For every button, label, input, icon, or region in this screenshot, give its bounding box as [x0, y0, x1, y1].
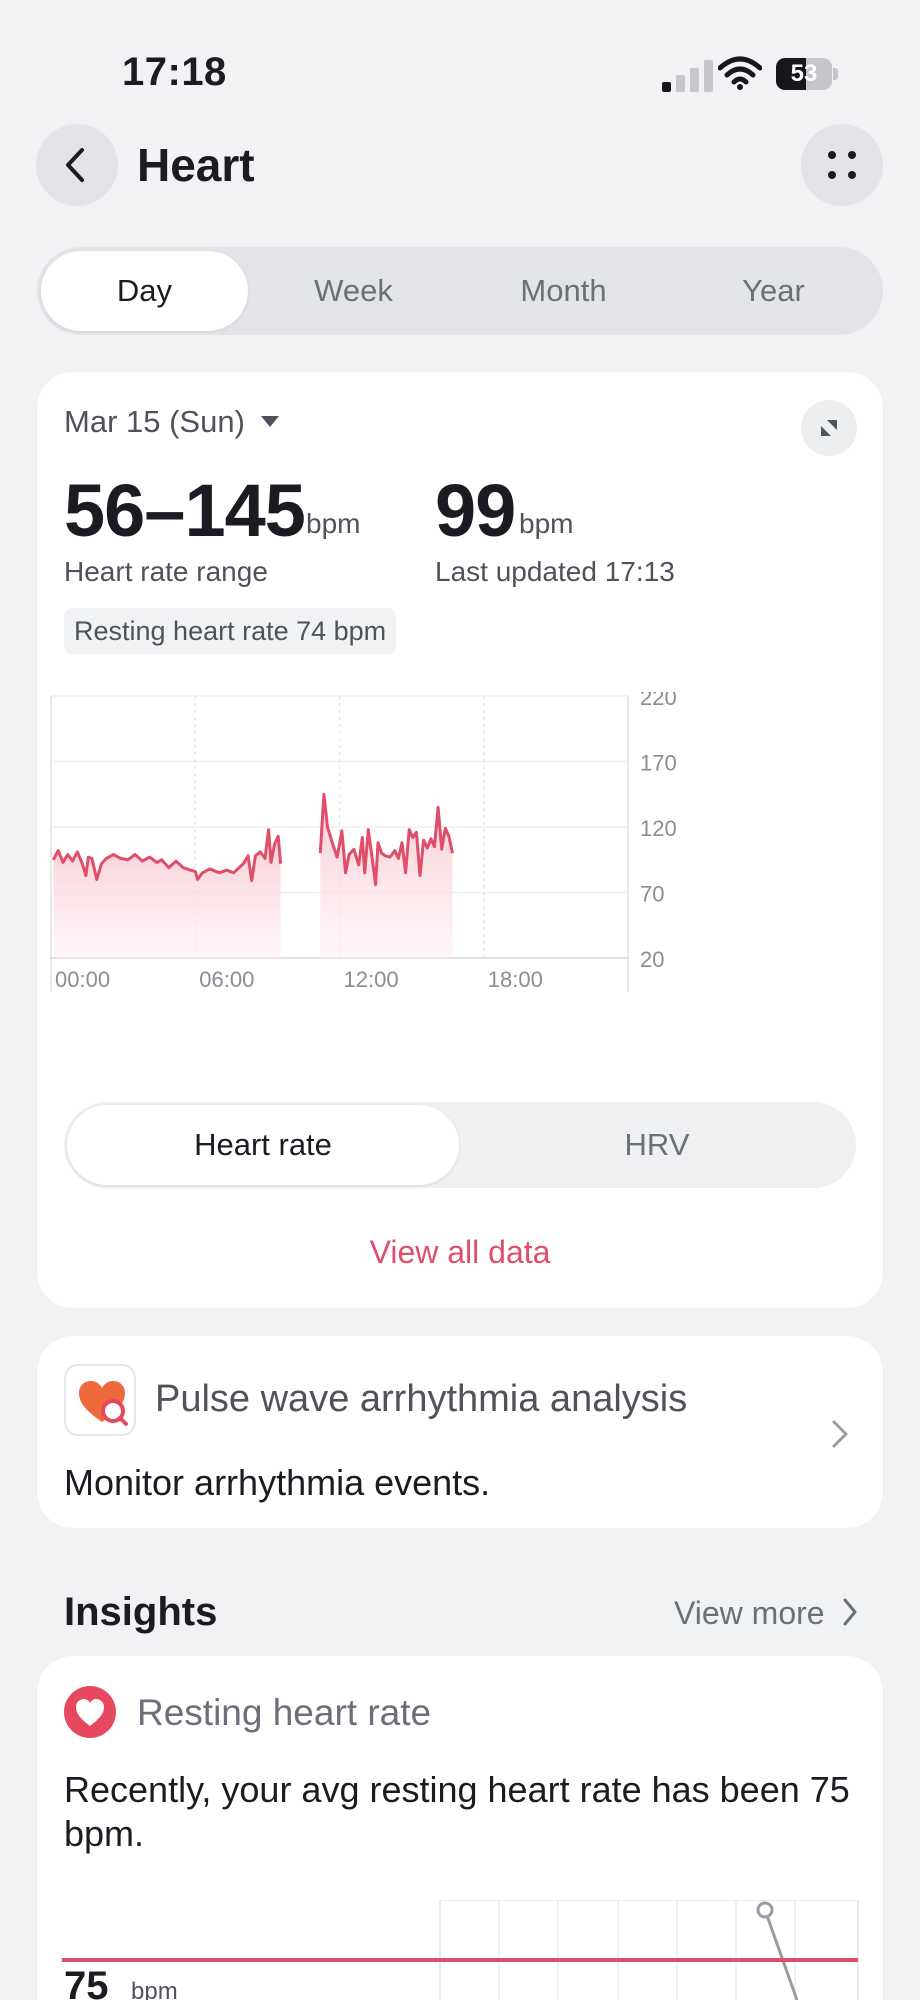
insight-title: Resting heart rate	[137, 1692, 432, 1733]
view-more-label: View more	[674, 1595, 825, 1631]
y-tick-label: 220	[640, 692, 677, 710]
expand-button[interactable]	[801, 400, 857, 456]
insight-text: Recently, your avg resting heart rate ha…	[64, 1769, 850, 1854]
arrhythmia-title: Pulse wave arrhythmia analysis	[155, 1378, 688, 1420]
caret-down-icon	[260, 416, 279, 427]
chevron-right-icon	[843, 1598, 857, 1626]
resting-heart-rate-insight-card[interactable]: Resting heart rate Recently, your avg re…	[37, 1656, 883, 2000]
tab-year[interactable]: Year	[742, 273, 805, 308]
last-value: 99	[435, 469, 516, 552]
heart-icon	[64, 1686, 116, 1738]
heart-rate-chart[interactable]: 220 170 120 70 20 00:00 06:00 12:00 18:00	[37, 692, 883, 1102]
tab-hrv[interactable]: HRV	[624, 1127, 690, 1162]
y-tick-label: 120	[640, 816, 677, 841]
metric-toggle: Heart rate HRV	[64, 1102, 856, 1188]
insight-unit: bpm	[131, 1978, 178, 2000]
arrhythmia-description: Monitor arrhythmia events.	[64, 1462, 491, 1503]
tab-day[interactable]: Day	[41, 251, 248, 331]
y-tick-label: 20	[640, 947, 664, 972]
heart-search-icon	[64, 1364, 136, 1436]
range-value: 56–145	[64, 469, 306, 552]
heart-rate-area	[53, 829, 281, 958]
view-more-link[interactable]: View more	[674, 1595, 859, 1632]
x-tick-label: 18:00	[488, 967, 543, 992]
last-unit: bpm	[519, 508, 574, 539]
x-tick-label: 06:00	[199, 967, 254, 992]
date-picker[interactable]: Mar 15 (Sun)	[64, 404, 279, 440]
four-dots-icon	[828, 151, 856, 179]
view-all-data-link[interactable]: View all data	[369, 1234, 551, 1270]
battery-icon: 53	[776, 58, 838, 90]
date-label: Mar 15 (Sun)	[64, 404, 245, 439]
resting-heart-rate-chip: Resting heart rate 74 bpm	[64, 608, 397, 654]
chevron-left-icon	[66, 148, 84, 182]
cellular-signal-icon	[662, 60, 713, 92]
tab-heart-rate[interactable]: Heart rate	[67, 1105, 459, 1185]
heart-rate-line	[52, 828, 283, 883]
insight-value: 75	[64, 1964, 109, 2000]
heart-rate-area	[320, 794, 453, 958]
insights-heading: Insights	[64, 1590, 218, 1634]
range-label: Heart rate range	[64, 556, 268, 587]
x-tick-label: 12:00	[344, 967, 399, 992]
battery-level: 53	[790, 60, 818, 87]
expand-icon	[821, 420, 837, 436]
last-updated-label: Last updated 17:13	[435, 556, 675, 587]
back-button[interactable]	[36, 124, 118, 206]
status-bar: 17:18 53	[0, 0, 920, 130]
period-tabs: Day Week Month Year	[37, 247, 883, 335]
chevron-right-icon	[832, 1420, 848, 1448]
status-time: 17:18	[122, 50, 227, 94]
y-tick-label: 170	[640, 751, 677, 776]
heart-rate-line	[318, 792, 454, 887]
wifi-icon	[718, 56, 762, 90]
more-button[interactable]	[801, 124, 883, 206]
heart-rate-card: Mar 15 (Sun) 56–145 bpm Heart rate range…	[37, 372, 883, 1308]
tab-week[interactable]: Week	[314, 273, 393, 308]
range-unit: bpm	[306, 508, 361, 539]
y-tick-label: 70	[640, 882, 664, 907]
resting-trend-mini-chart	[62, 1900, 859, 2000]
tab-month[interactable]: Month	[520, 273, 607, 308]
page-title: Heart	[137, 139, 255, 191]
x-tick-label: 00:00	[55, 967, 110, 992]
arrhythmia-card[interactable]: Pulse wave arrhythmia analysis Monitor a…	[37, 1336, 883, 1528]
